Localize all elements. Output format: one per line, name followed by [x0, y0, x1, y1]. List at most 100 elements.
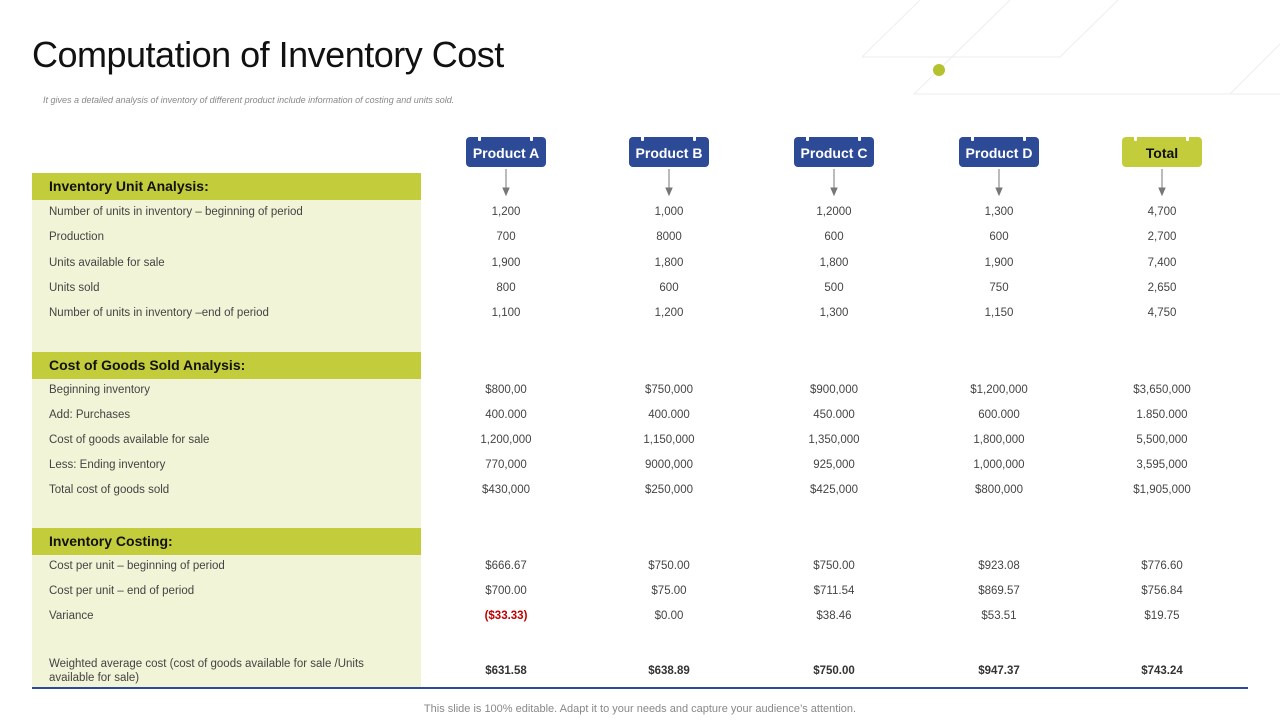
cell-value: 600.000: [978, 409, 1020, 421]
cell-value: 1,000,000: [973, 459, 1025, 471]
cell-value: $756.84: [1141, 585, 1183, 597]
cell-value: 2,700: [1147, 231, 1177, 243]
cell-value: 1,200: [654, 307, 684, 319]
section-heading: Cost of Goods Sold Analysis:: [32, 352, 421, 379]
cell-value: $750,000: [645, 384, 693, 396]
cell-value: $430,000: [482, 484, 530, 496]
cell-value: 925,000: [813, 459, 855, 471]
cell-value: $750.00: [813, 665, 855, 677]
column-header: Product C: [794, 134, 874, 167]
cell-value: $75.00: [651, 585, 687, 597]
cell-value: $638.89: [648, 665, 690, 677]
arrow: [502, 187, 510, 197]
cell-value: 400.000: [648, 409, 690, 421]
cell-value: $53.51: [981, 610, 1017, 622]
cell-value: 4,700: [1147, 206, 1177, 218]
cell-value: $869.57: [978, 585, 1020, 597]
cell-value: $711.54: [813, 585, 855, 597]
cell-value: 1,000: [654, 206, 684, 218]
cell-value: $776.60: [1141, 560, 1183, 572]
cell-value: $923.08: [978, 560, 1020, 572]
cell-value: 1,300: [984, 206, 1014, 218]
cell-value: 1.850.000: [1136, 409, 1188, 421]
cell-value: $425,000: [810, 484, 858, 496]
cell-value: 5,500,000: [1136, 434, 1188, 446]
cell-value: $743.24: [1141, 665, 1183, 677]
cell-value: $700.00: [485, 585, 527, 597]
bottom-rule: [32, 687, 1248, 689]
row-label: Production: [49, 231, 104, 243]
cell-value: 1,800,000: [973, 434, 1025, 446]
cell-value: 1,200: [491, 206, 521, 218]
row-label: Number of units in inventory –end of per…: [49, 307, 269, 319]
column-header: Product D: [959, 134, 1039, 167]
column-header: Product B: [629, 134, 709, 167]
row-label: Weighted average cost (cost of goods ava…: [49, 658, 364, 684]
cell-value: $800,00: [485, 384, 527, 396]
cell-value: $947.37: [978, 665, 1020, 677]
arrow: [995, 187, 1003, 197]
cell-value: 1,350,000: [808, 434, 860, 446]
cell-value: 700: [496, 231, 516, 243]
subtitle: It gives a detailed analysis of inventor…: [43, 95, 455, 105]
footer: This slide is 100% editable. Adapt it to…: [423, 703, 857, 715]
cell-value: $0.00: [654, 610, 684, 622]
cell-value: $250,000: [645, 484, 693, 496]
cell-value: 1,900: [491, 257, 521, 269]
column-header: Product A: [466, 134, 546, 167]
cell-value: 4,750: [1147, 307, 1177, 319]
cell-value: 1,100: [491, 307, 521, 319]
cell-value: 3,595,000: [1136, 459, 1188, 471]
row-label: Number of units in inventory – beginning…: [49, 206, 303, 218]
cell-value: $1,200,000: [970, 384, 1028, 396]
arrow: [665, 187, 673, 197]
cell-value: $1,905,000: [1133, 484, 1191, 496]
cell-value: 1,2000: [816, 206, 852, 218]
cell-value: 1,900: [984, 257, 1014, 269]
row-label: Cost per unit – beginning of period: [49, 560, 225, 572]
cell-value: 450.000: [813, 409, 855, 421]
cell-value: 9000,000: [645, 459, 693, 471]
column-header: Total: [1122, 134, 1202, 167]
cell-value: ($33.33): [484, 610, 528, 622]
cell-value: $666.67: [485, 560, 527, 572]
cell-value: $750.00: [648, 560, 690, 572]
cell-value: 600: [659, 282, 679, 294]
cell-value: 8000: [656, 231, 682, 243]
cell-value: 1,150: [984, 307, 1014, 319]
cell-value: $38.46: [816, 610, 852, 622]
cell-value: 1,150,000: [643, 434, 695, 446]
row-label: Variance: [49, 610, 94, 622]
row-label: Beginning inventory: [49, 384, 151, 396]
cell-value: $631.58: [485, 665, 527, 677]
row-label: Less: Ending inventory: [49, 459, 166, 471]
cell-value: $800,000: [975, 484, 1023, 496]
cell-value: 600: [989, 231, 1009, 243]
cell-value: 7,400: [1147, 257, 1177, 269]
row-label: Total cost of goods sold: [49, 484, 170, 496]
cell-value: $750.00: [813, 560, 855, 572]
cell-value: $900,000: [810, 384, 858, 396]
section-heading: Inventory Unit Analysis:: [32, 173, 421, 200]
cell-value: 1,300: [819, 307, 849, 319]
label-panel: [32, 173, 421, 688]
cell-value: $19.75: [1144, 610, 1180, 622]
cell-value: 800: [496, 282, 516, 294]
row-label: Units sold: [49, 282, 100, 294]
cell-value: 1,800: [819, 257, 849, 269]
cell-value: 500: [824, 282, 844, 294]
cell-value: 1,200,000: [480, 434, 532, 446]
row-label: Add: Purchases: [49, 409, 131, 421]
cell-value: 1,800: [654, 257, 684, 269]
cell-value: 2,650: [1147, 282, 1177, 294]
cell-value: 770,000: [485, 459, 527, 471]
row-label: Units available for sale: [49, 257, 165, 269]
arrow: [830, 187, 838, 197]
section-heading: Inventory Costing:: [32, 528, 421, 555]
arrow: [1158, 187, 1166, 197]
row-label: Cost per unit – end of period: [49, 585, 195, 597]
cell-value: 400.000: [485, 409, 527, 421]
cell-value: 750: [989, 282, 1009, 294]
